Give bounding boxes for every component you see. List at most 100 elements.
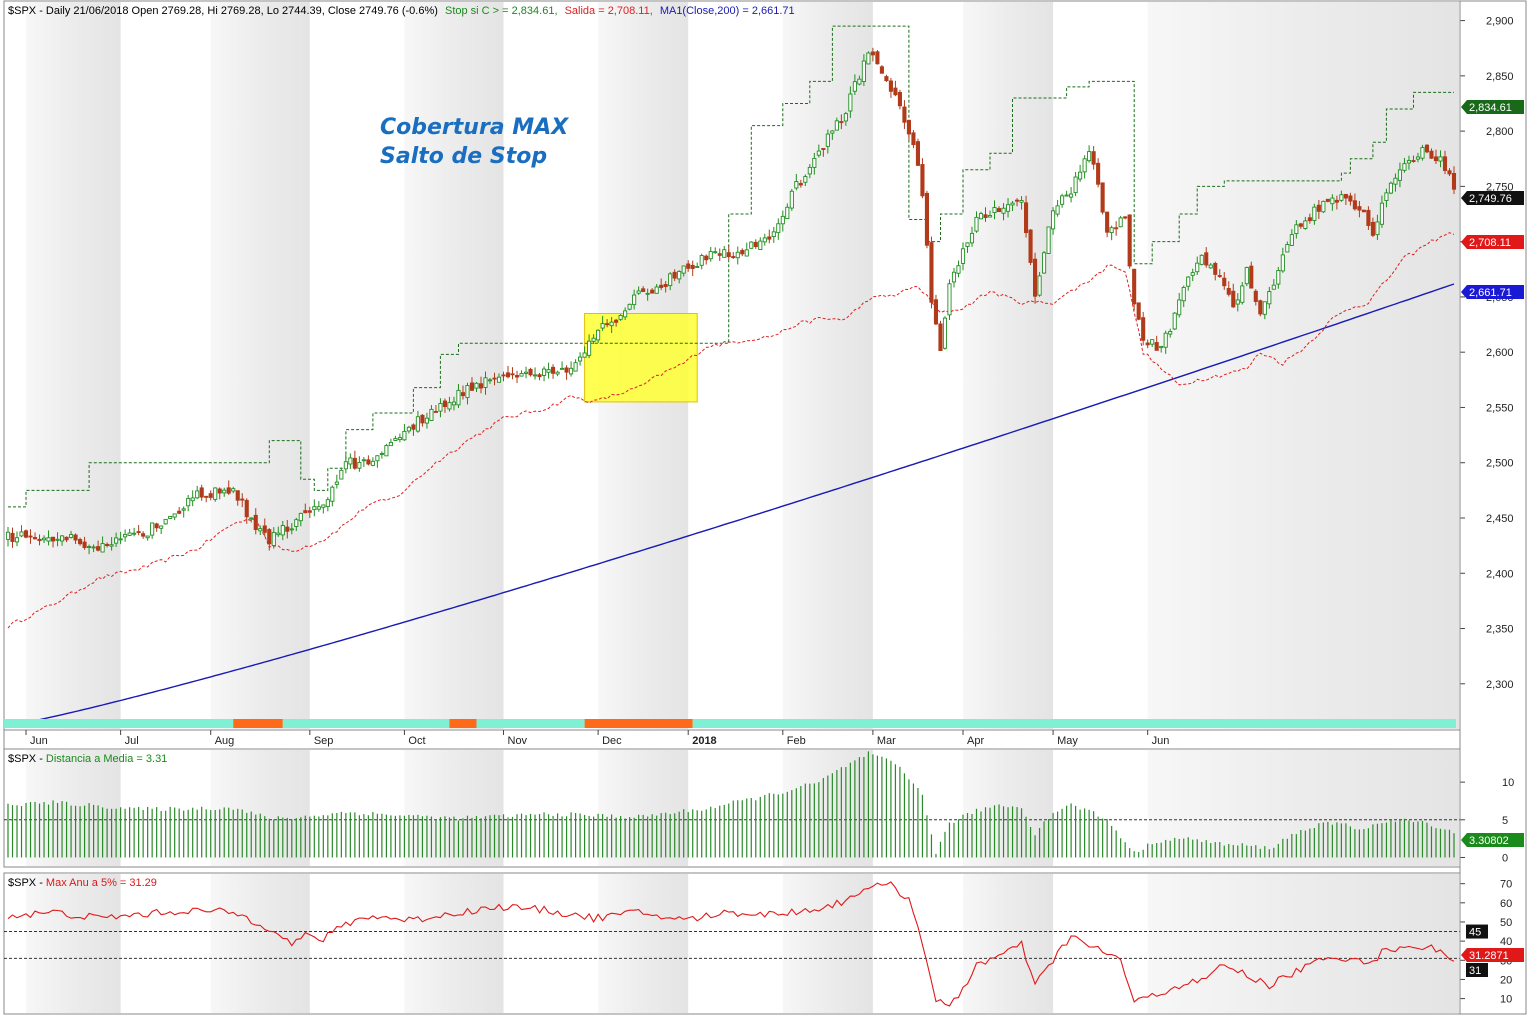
- candle-body: [1055, 205, 1060, 215]
- month-stripe: [404, 2, 504, 729]
- candle: [978, 211, 984, 220]
- candle: [32, 532, 38, 540]
- candle: [1411, 155, 1416, 163]
- candle-body: [843, 113, 848, 122]
- candle: [870, 47, 875, 62]
- maxanu-value-tag-label: 31.2871: [1469, 950, 1509, 962]
- candle-body: [186, 498, 191, 507]
- candle: [1280, 247, 1285, 273]
- candle: [105, 542, 110, 548]
- candle-body: [1267, 291, 1272, 305]
- candle: [127, 528, 132, 536]
- right-axis-frame: [1459, 0, 1527, 1015]
- candle: [753, 239, 758, 249]
- candle-body: [857, 78, 862, 85]
- x-tick-label: Aug: [215, 735, 235, 747]
- candle-body: [1249, 265, 1254, 289]
- candle-body: [132, 532, 137, 535]
- month-stripe: [1147, 874, 1459, 1013]
- candle-body: [226, 487, 231, 494]
- candle-body: [1024, 202, 1029, 234]
- candle-body: [289, 528, 294, 531]
- candle: [1325, 198, 1330, 203]
- candle-body: [956, 265, 961, 274]
- candle: [231, 486, 236, 494]
- candle-body: [708, 251, 713, 260]
- candle: [794, 173, 799, 191]
- price-y-axis: 2,3002,3502,4002,4502,5002,5502,6002,650…: [1460, 16, 1514, 691]
- month-stripe: [962, 2, 1054, 729]
- candle-body: [848, 93, 853, 112]
- candle: [659, 278, 664, 291]
- candle-body: [695, 266, 700, 268]
- candle: [1402, 157, 1407, 173]
- candle-body: [505, 372, 511, 378]
- candle: [1208, 262, 1213, 269]
- maxanu-tick-label: 70: [1500, 879, 1512, 891]
- candle-body: [429, 408, 434, 421]
- candle: [551, 364, 556, 379]
- candle-body: [1078, 171, 1083, 180]
- candle-body: [406, 426, 411, 432]
- candle: [330, 485, 335, 507]
- candle-body: [1280, 254, 1285, 272]
- candle-body: [1127, 214, 1132, 267]
- candle: [1339, 190, 1344, 202]
- candle: [1100, 182, 1105, 215]
- candle: [154, 522, 159, 532]
- candle-body: [1037, 275, 1042, 296]
- candle: [1096, 158, 1101, 188]
- candle: [1028, 229, 1033, 266]
- candle: [1285, 241, 1290, 253]
- candle: [591, 334, 596, 345]
- candle: [1172, 312, 1177, 331]
- candle-body: [303, 510, 308, 514]
- candle-body: [1366, 209, 1371, 226]
- candle-body: [384, 445, 389, 457]
- candle-body: [1325, 198, 1330, 202]
- candle: [1258, 299, 1263, 317]
- candle-body: [852, 81, 857, 92]
- candle-body: [1370, 221, 1375, 236]
- candle-body: [1213, 262, 1218, 275]
- candle: [514, 370, 520, 384]
- candle: [560, 361, 565, 370]
- candle: [1343, 193, 1348, 205]
- candle: [82, 536, 87, 550]
- candle: [740, 248, 745, 257]
- candle: [1424, 144, 1430, 154]
- candle: [623, 307, 628, 321]
- candle-body: [321, 504, 326, 508]
- candle-body: [388, 441, 393, 447]
- candle: [334, 474, 339, 489]
- price-tick-label: 2,800: [1486, 126, 1514, 138]
- candle: [677, 270, 682, 284]
- price-tick-label: 2,850: [1486, 71, 1514, 83]
- candle: [618, 314, 623, 321]
- candle-body: [118, 538, 123, 541]
- candle: [767, 229, 772, 244]
- x-tick-label: Dec: [602, 735, 622, 747]
- ref-tag-31: [1466, 963, 1488, 977]
- candle: [1073, 171, 1078, 197]
- candle-body: [1375, 221, 1380, 236]
- candle: [150, 522, 155, 539]
- candle: [555, 370, 560, 377]
- candle-body: [762, 237, 767, 243]
- candle-body: [28, 535, 33, 538]
- candle-body: [560, 367, 565, 370]
- candle: [136, 524, 141, 536]
- candle-body: [555, 371, 560, 375]
- candle: [253, 508, 258, 535]
- candle: [487, 378, 493, 384]
- candle: [235, 490, 240, 506]
- month-stripe: [962, 874, 1054, 1013]
- candle: [762, 233, 767, 246]
- candle-body: [1253, 290, 1258, 302]
- candle-body: [1123, 216, 1128, 219]
- candle: [875, 50, 880, 65]
- candle-body: [1397, 169, 1402, 181]
- candle-body: [821, 148, 826, 150]
- candle-body: [1348, 195, 1353, 202]
- candle: [262, 518, 267, 537]
